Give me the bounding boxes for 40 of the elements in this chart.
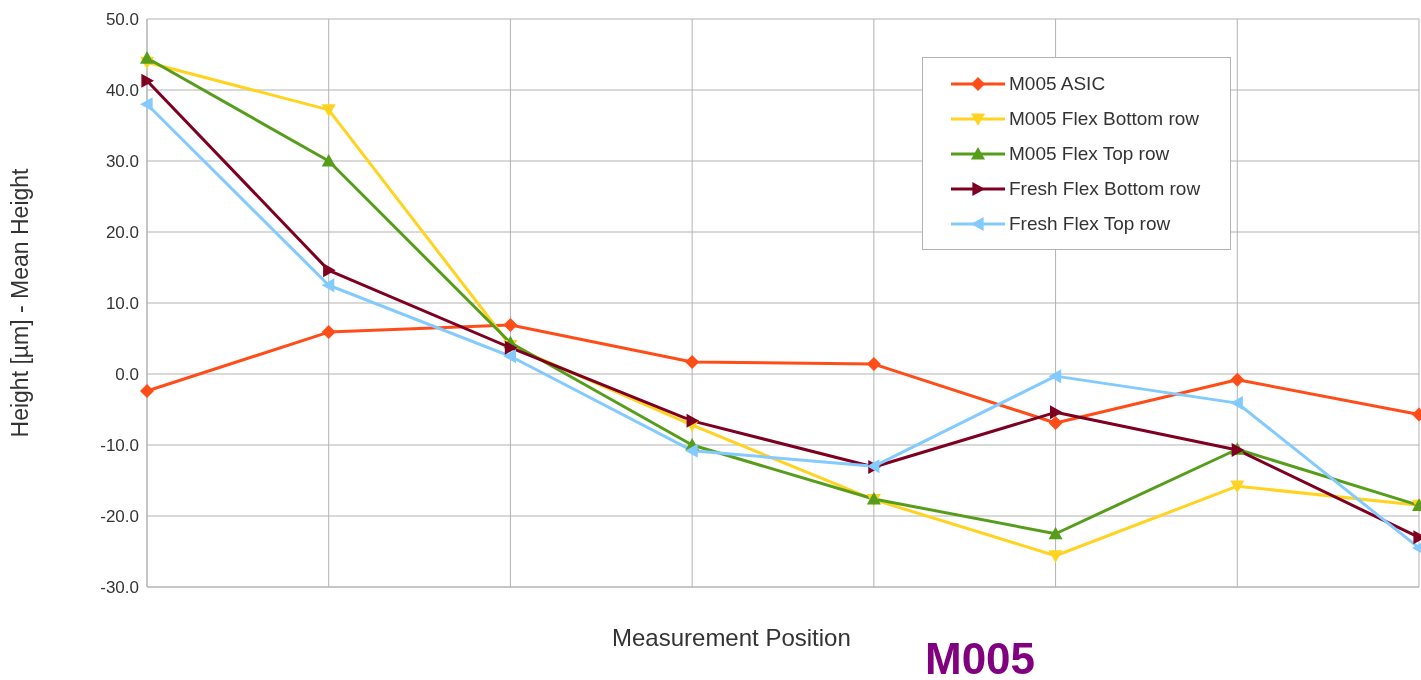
point [1230, 396, 1243, 411]
text: M005 [925, 634, 1036, 680]
legend-label: Fresh Flex Top row [1009, 212, 1171, 235]
point [321, 154, 336, 167]
y-tick-label: 20.0 [105, 223, 139, 243]
point [685, 354, 700, 369]
y-tick-label: -30.0 [100, 578, 139, 598]
point [321, 104, 336, 117]
point [1049, 405, 1063, 420]
point [140, 51, 154, 64]
point [140, 97, 153, 112]
point [1048, 550, 1063, 563]
point [1048, 526, 1063, 540]
point [140, 384, 154, 399]
y-tick-label: 30.0 [105, 152, 139, 172]
point [1230, 480, 1245, 494]
y-tick-label: 40.0 [105, 81, 139, 101]
x-axis-title: Measurement Position [612, 624, 851, 652]
y-tick-label: -20.0 [100, 507, 139, 527]
legend-label: M005 Flex Top row [1009, 142, 1170, 165]
point [503, 349, 517, 364]
y-tick-label: 10.0 [105, 294, 139, 314]
point [1230, 372, 1245, 387]
point [1048, 369, 1062, 384]
point [866, 357, 881, 372]
y-tick-label: -10.0 [100, 436, 139, 456]
legend-label: Fresh Flex Bottom row [1009, 177, 1201, 200]
y-axis-title: Height [µm] - Mean Height [7, 167, 34, 438]
point [686, 413, 700, 428]
point [503, 318, 518, 333]
y-tick-label: 0.0 [115, 365, 139, 385]
point [685, 443, 698, 458]
point [321, 325, 336, 340]
legend-label: M005 ASIC [1009, 72, 1106, 95]
point [1048, 415, 1063, 430]
y-tick-label: 50.0 [105, 10, 139, 30]
point [323, 263, 336, 278]
legend-label: M005 Flex Bottom row [1009, 107, 1200, 130]
point [321, 278, 335, 293]
point [141, 73, 154, 88]
